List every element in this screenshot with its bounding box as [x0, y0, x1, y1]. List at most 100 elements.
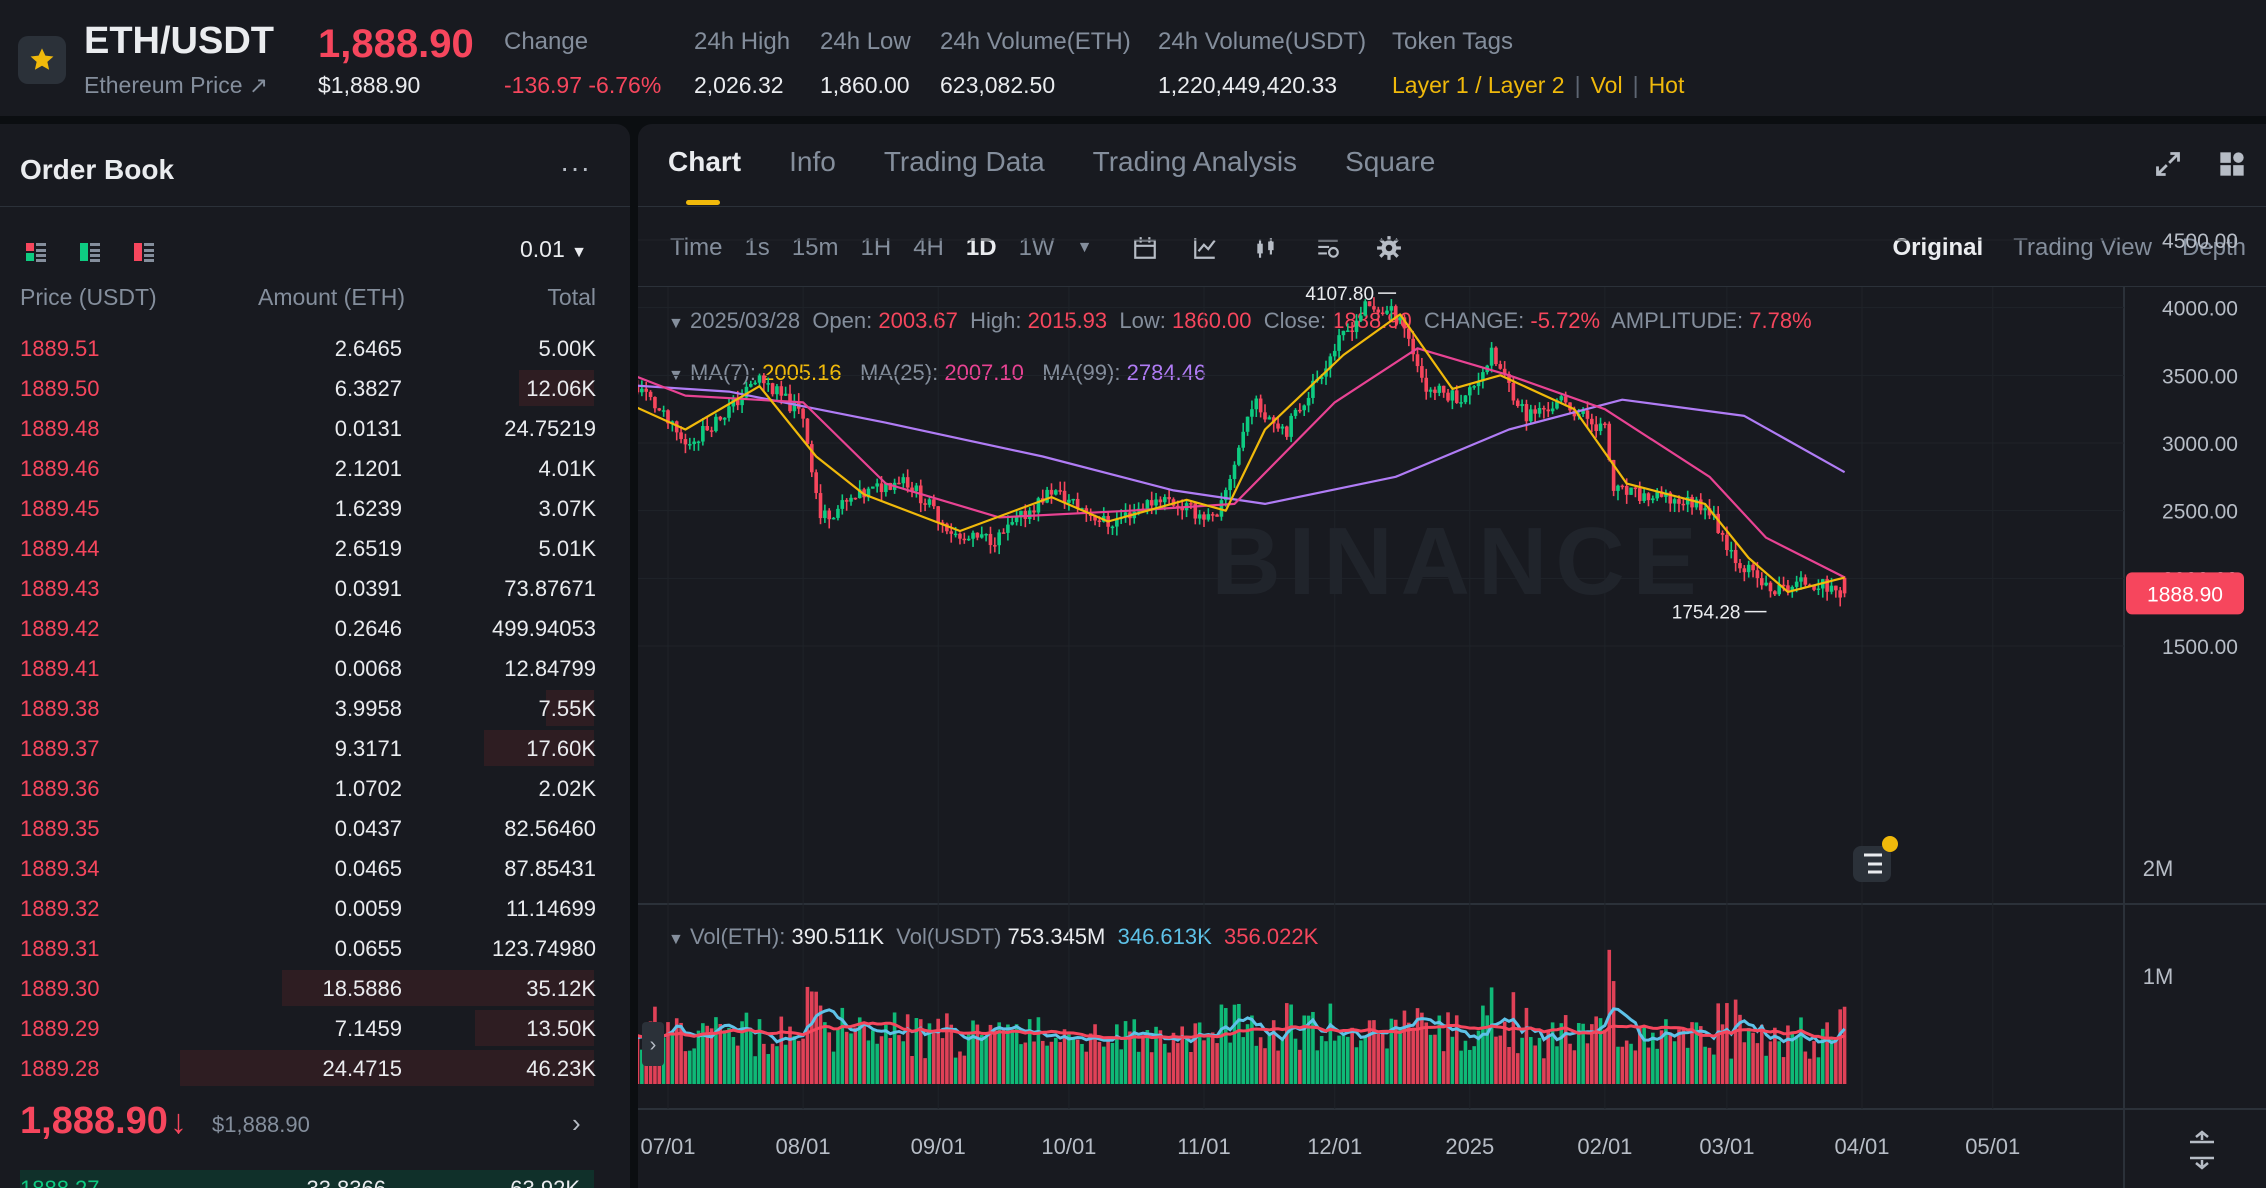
bid-row[interactable]: 1888.27 33.8366 63.92K: [20, 1170, 594, 1188]
ask-row[interactable]: 1889.45 1.6239 3.07K: [0, 488, 630, 528]
volume-bar: [1176, 1043, 1180, 1084]
candle-body: [993, 545, 997, 547]
candle-body: [1672, 499, 1677, 504]
tag-link[interactable]: Vol: [1590, 72, 1623, 98]
tab-trading-analysis[interactable]: Trading Analysis: [1092, 146, 1298, 177]
interval-4h[interactable]: 4H: [913, 234, 944, 261]
tag-link[interactable]: Layer 1 / Layer 2: [1392, 72, 1565, 98]
indicator-icon[interactable]: [1192, 235, 1218, 261]
ask-row[interactable]: 1889.36 1.0702 2.02K: [0, 768, 630, 808]
tab-square[interactable]: Square: [1345, 146, 1436, 177]
candle-body: [1380, 312, 1385, 315]
candle-body: [1289, 415, 1293, 437]
ask-row[interactable]: 1889.32 0.0059 11.14699: [0, 888, 630, 928]
ask-row[interactable]: 1889.46 2.1201 4.01K: [0, 448, 630, 488]
ask-amount: 0.2646: [334, 616, 402, 641]
favorite-button[interactable]: [18, 36, 66, 84]
interval-1d[interactable]: 1D: [965, 234, 997, 261]
divider: [638, 206, 2266, 207]
collapse-icon[interactable]: ▼: [668, 315, 684, 332]
candle-style-icon[interactable]: [1252, 235, 1280, 261]
volume-bar: [1585, 1043, 1590, 1084]
interval-time[interactable]: Time: [670, 234, 723, 261]
interval-1s[interactable]: 1s: [744, 234, 770, 261]
tab-trading-data[interactable]: Trading Data: [883, 146, 1045, 177]
volume-bar: [932, 1030, 936, 1084]
ask-total: 13.50K: [526, 1016, 596, 1041]
ask-row[interactable]: 1889.35 0.0437 82.56460: [0, 808, 630, 848]
interval-15m[interactable]: 15m: [791, 234, 839, 261]
volume-bar: [1498, 1035, 1503, 1084]
view-trading-view[interactable]: Trading View: [2013, 234, 2152, 261]
interval-1w[interactable]: 1W: [1018, 234, 1055, 261]
chevron-right-icon[interactable]: ›: [572, 1108, 581, 1138]
candle-body: [1223, 490, 1228, 501]
ask-row[interactable]: 1889.28 24.4715 46.23K: [0, 1048, 630, 1088]
ask-row[interactable]: 1889.48 0.0131 24.75219: [0, 408, 630, 448]
stat-24h-volume-usdt: 24h Volume(USDT) 1,220,449,420.33: [1158, 28, 1366, 99]
ask-row[interactable]: 1889.34 0.0465 87.85431: [0, 848, 630, 888]
ask-row[interactable]: 1889.42 0.2646 499.94053: [0, 608, 630, 648]
ask-row[interactable]: 1889.30 18.5886 35.12K: [0, 968, 630, 1008]
candle-body: [953, 533, 958, 536]
tab-chart[interactable]: Chart: [668, 146, 742, 205]
ask-price: 1889.34: [20, 856, 100, 881]
candle-body: [705, 425, 710, 431]
candle-body: [1420, 366, 1424, 378]
precision-dropdown[interactable]: 0.01 ▼: [520, 236, 587, 263]
interval-1h[interactable]: 1H: [860, 234, 892, 261]
fit-axis-icon[interactable]: [2190, 1130, 2214, 1170]
volume-bar: [1576, 1023, 1581, 1084]
volume-bar: [740, 1021, 744, 1084]
view-depth[interactable]: Depth: [2181, 234, 2246, 261]
ask-row[interactable]: 1889.44 2.6519 5.01K: [0, 528, 630, 568]
ask-row[interactable]: 1889.41 0.0068 12.84799: [0, 648, 630, 688]
ask-row[interactable]: 1889.43 0.0391 73.87671: [0, 568, 630, 608]
ask-row[interactable]: 1889.50 6.3827 12.06K: [0, 368, 630, 408]
expand-icon[interactable]: [2154, 150, 2182, 178]
candle-body: [1359, 315, 1363, 321]
candle-body: [657, 408, 662, 411]
tag-link[interactable]: Hot: [1648, 72, 1685, 98]
volume-bar: [1132, 1019, 1137, 1084]
more-options-button[interactable]: ···: [560, 152, 591, 183]
scroll-left-button[interactable]: [642, 1022, 664, 1066]
tab-info[interactable]: Info: [789, 146, 836, 177]
candle-body: [640, 388, 644, 393]
collapse-icon[interactable]: ▼: [668, 931, 684, 948]
mid-price[interactable]: 1,888.90↓: [20, 1100, 187, 1143]
ask-row[interactable]: 1889.31 0.0655 123.74980: [0, 928, 630, 968]
gear-icon[interactable]: [1376, 235, 1402, 261]
volume-bar: [731, 1037, 736, 1084]
volume-bar: [696, 1030, 701, 1084]
view-original[interactable]: Original: [1892, 234, 1984, 261]
ask-row[interactable]: 1889.29 7.1459 13.50K: [0, 1008, 630, 1048]
interval-more-icon[interactable]: ▼: [1076, 239, 1093, 256]
book-bids-only-icon[interactable]: [78, 240, 102, 264]
ask-row[interactable]: 1889.37 9.3171 17.60K: [0, 728, 630, 768]
ask-row[interactable]: 1889.51 2.6465 5.00K: [0, 328, 630, 368]
candle-body: [1237, 447, 1241, 465]
book-asks-only-icon[interactable]: [132, 240, 156, 264]
candle-body: [1280, 426, 1285, 429]
volume-bar: [1598, 1018, 1603, 1084]
last-price: 1,888.90: [318, 22, 474, 66]
volume-bar: [687, 1050, 692, 1084]
volume-bar: [1119, 1049, 1123, 1084]
volume-bar: [1581, 1023, 1585, 1084]
vol-ma-line: [638, 1021, 1846, 1041]
volume-bar: [683, 1051, 688, 1084]
book-both-sides-icon[interactable]: [24, 240, 48, 264]
price-page-link[interactable]: Ethereum Price ↗: [84, 72, 269, 98]
candle-body: [1367, 301, 1372, 307]
volume-bar: [1415, 1008, 1420, 1084]
layout-grid-icon[interactable]: [2218, 150, 2246, 178]
volume-bar: [1380, 1031, 1385, 1084]
volume-bar: [1084, 1051, 1089, 1084]
ask-row[interactable]: 1889.38 3.9958 7.55K: [0, 688, 630, 728]
volume-bar: [1773, 1027, 1777, 1084]
candle-body: [1733, 549, 1738, 564]
volume-bar: [744, 1012, 749, 1084]
volume-bar: [879, 1036, 884, 1084]
price-chart[interactable]: BINANCE 4500.00 4000.00 3500.00 3000.00 2500.…: [638, 124, 2266, 1188]
